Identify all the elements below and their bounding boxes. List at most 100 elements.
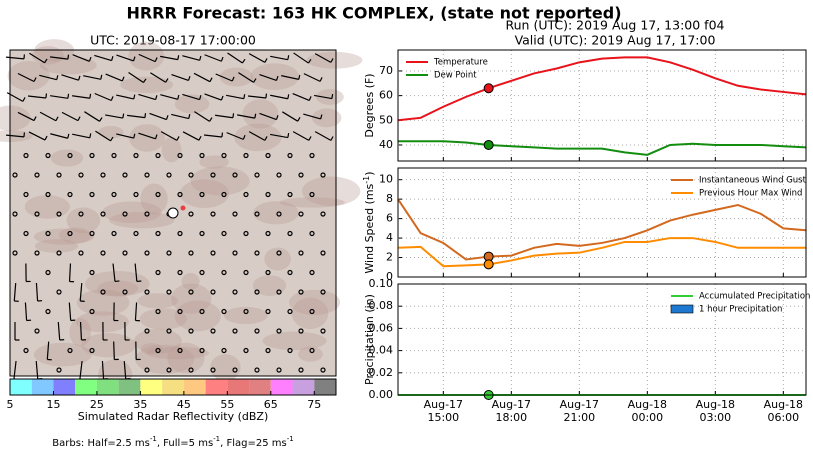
barb-flag: [199, 55, 202, 61]
terrain-shade: [0, 105, 31, 131]
calm-barb: [155, 269, 161, 276]
barb-flag: [275, 75, 279, 81]
calm-barb: [34, 250, 40, 256]
calm-barb: [265, 191, 271, 198]
barb: [215, 73, 233, 82]
barb: [116, 94, 134, 100]
x-tick-label: Aug-17 21:00: [559, 398, 600, 424]
calm-barb: [210, 367, 216, 373]
barb: [314, 53, 332, 63]
calm-barb: [89, 308, 95, 315]
barb: [226, 132, 244, 140]
calm-barb: [199, 269, 205, 276]
terrain-shade: [279, 197, 345, 208]
barb: [94, 54, 112, 62]
terrain-shade: [98, 125, 124, 139]
colorbar-swatch: [292, 379, 315, 395]
barb-flag: [111, 56, 114, 61]
calm-barb: [166, 250, 172, 256]
barb: [149, 112, 167, 121]
barb-flag: [89, 93, 92, 99]
calm-barb: [177, 191, 183, 198]
terrain-shade: [145, 346, 210, 360]
barb-flag: [132, 56, 136, 62]
calm-barb: [166, 172, 172, 178]
barb-flag: [144, 113, 147, 118]
x-tick-label: Aug-17 15:00: [423, 398, 464, 424]
barb-flag: [307, 59, 312, 64]
calm-barb: [122, 211, 128, 217]
calm-barb: [67, 191, 73, 198]
barb: [95, 130, 111, 142]
calm-barb: [12, 211, 18, 217]
calm-barb: [177, 269, 183, 276]
calm-barb: [243, 347, 249, 354]
figure-title: HRRR Forecast: 163 HK COMPLEX, (state no…: [126, 4, 621, 23]
barb: [138, 132, 156, 140]
y-label-part: ): [363, 171, 376, 175]
panel-frame: [397, 283, 807, 396]
barb-flag: [198, 135, 202, 141]
barb: [79, 282, 83, 302]
terrain-shade: [50, 149, 84, 167]
barb-flag: [330, 136, 334, 141]
calm-barb: [298, 172, 304, 178]
terrain-shade: [139, 308, 187, 330]
terrain-shade: [58, 227, 92, 244]
legend-label: Previous Hour Max Wind: [699, 189, 802, 199]
barb-flag: [88, 56, 92, 62]
barb: [134, 263, 138, 282]
note-part: , Flag=25 ms: [220, 438, 287, 449]
barb: [113, 341, 115, 360]
terrain-shade: [288, 289, 341, 315]
barb: [116, 133, 134, 139]
barb-flag: [209, 77, 213, 82]
calm-barb: [287, 347, 293, 354]
terrain-shade: [306, 51, 363, 69]
barb: [237, 114, 255, 119]
barb-flag: [99, 117, 103, 122]
calm-barb: [243, 152, 249, 159]
colorbar-swatch: [314, 379, 336, 395]
panel-frame: [397, 49, 807, 162]
barb-flag: [331, 94, 334, 99]
note-part: , Full=5 ms: [157, 438, 213, 449]
calm-barb: [122, 289, 128, 295]
calm-barb: [243, 308, 249, 315]
calm-barb: [232, 367, 238, 373]
barb-flag: [44, 58, 48, 64]
terrain-shade: [181, 273, 200, 291]
y-tick-label: 40: [379, 138, 393, 151]
y-tick-label: 10: [379, 173, 393, 186]
calm-barb: [265, 347, 271, 354]
calm-barb: [155, 230, 161, 237]
calm-barb: [188, 172, 194, 178]
barb-flag: [177, 94, 180, 100]
barb: [17, 72, 35, 83]
terrain-shade: [33, 228, 95, 245]
calm-barb: [298, 289, 304, 295]
calm-barb: [188, 328, 194, 334]
map-title: UTC: 2019-08-17 17:00:00: [90, 33, 256, 48]
barb-flag: [188, 114, 191, 119]
colorbar-swatch: [75, 379, 97, 395]
legend-label: Temperature: [433, 58, 488, 68]
barb-flag: [176, 136, 180, 141]
barb-flag: [55, 116, 59, 122]
barb: [94, 92, 112, 102]
calm-barb: [265, 230, 271, 237]
calm-barb: [100, 250, 106, 256]
barb: [160, 131, 178, 141]
colorbar-tick-label: 55: [220, 398, 234, 411]
calm-barb: [177, 152, 183, 159]
calm-barb: [243, 269, 249, 276]
calm-barb: [210, 250, 216, 256]
calm-barb: [276, 211, 282, 217]
y-label-sup: -1: [362, 176, 371, 184]
map-frame: [9, 49, 337, 377]
calm-barb: [23, 191, 29, 198]
barb: [39, 111, 57, 122]
y-tick-label: 0.06: [369, 321, 394, 334]
colorbar-tick-label: 15: [46, 398, 60, 411]
